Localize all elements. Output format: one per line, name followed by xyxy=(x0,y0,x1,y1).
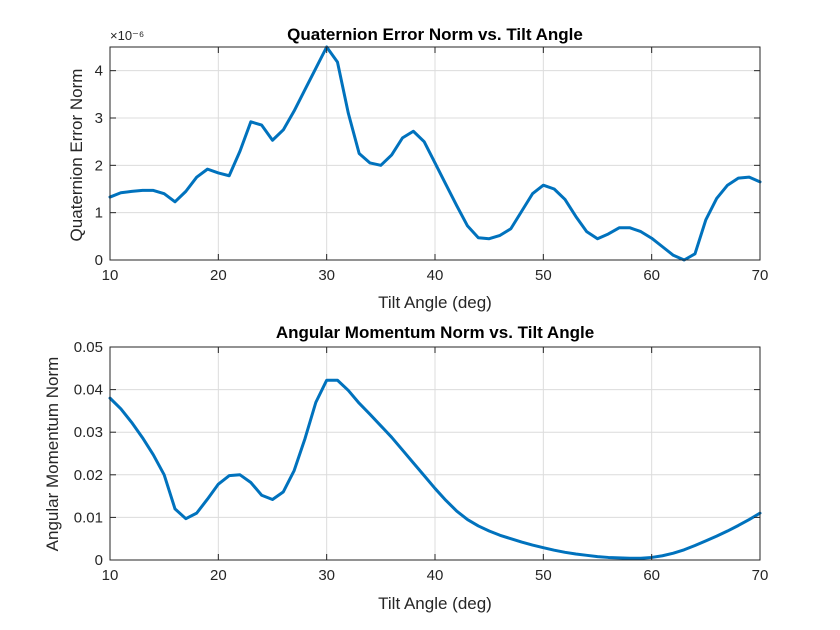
x-axis-label: Tilt Angle (deg) xyxy=(378,594,492,613)
y-tick-label: 0 xyxy=(95,552,103,569)
y-tick-label: 1 xyxy=(95,205,103,222)
y-tick-label: 0.03 xyxy=(74,424,103,441)
y-tick-label: 3 xyxy=(95,110,103,127)
x-tick-label: 20 xyxy=(210,267,227,284)
x-tick-label: 10 xyxy=(102,567,119,584)
quaternion-error-chart: Quaternion Error Norm vs. Tilt Angle ×10… xyxy=(67,25,768,312)
grid xyxy=(109,346,761,561)
x-tick-label: 50 xyxy=(535,267,552,284)
x-tick-label: 20 xyxy=(210,567,227,584)
x-tick-label: 30 xyxy=(318,567,335,584)
x-tick-label: 30 xyxy=(318,267,335,284)
x-tick-label: 70 xyxy=(752,567,769,584)
x-tick-label: 60 xyxy=(643,567,660,584)
y-axis-label: Quaternion Error Norm xyxy=(67,69,86,242)
grid xyxy=(109,47,761,261)
x-tick-label: 50 xyxy=(535,567,552,584)
x-tick-label: 10 xyxy=(102,267,119,284)
angular-momentum-chart: Angular Momentum Norm vs. Tilt Angle Til… xyxy=(43,323,768,613)
series-line xyxy=(108,45,762,262)
chart-title: Angular Momentum Norm vs. Tilt Angle xyxy=(276,323,594,342)
y-tick-label: 0.04 xyxy=(74,382,103,399)
x-tick-label: 60 xyxy=(643,267,660,284)
y-tick-label: 0 xyxy=(95,252,103,269)
y-tick-label: 0.05 xyxy=(74,339,103,356)
x-tick-label: 40 xyxy=(427,567,444,584)
x-tick-label: 40 xyxy=(427,267,444,284)
y-tick-label: 4 xyxy=(95,63,103,80)
chart-title: Quaternion Error Norm vs. Tilt Angle xyxy=(287,25,583,44)
y-axis-label: Angular Momentum Norm xyxy=(43,357,62,552)
y-tick-label: 2 xyxy=(95,157,103,174)
y-tick-label: 0.01 xyxy=(74,509,103,526)
x-tick-label: 70 xyxy=(752,267,769,284)
y-tick-label: 0.02 xyxy=(74,467,103,484)
y-exponent-label: ×10⁻⁶ xyxy=(110,28,144,43)
x-axis-label: Tilt Angle (deg) xyxy=(378,293,492,312)
